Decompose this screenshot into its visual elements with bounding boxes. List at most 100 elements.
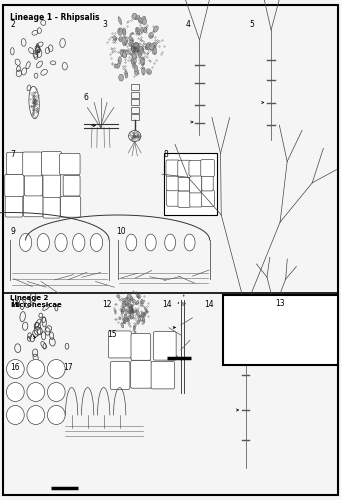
Ellipse shape: [135, 46, 138, 52]
FancyBboxPatch shape: [61, 196, 81, 217]
FancyBboxPatch shape: [166, 175, 179, 190]
Ellipse shape: [121, 50, 126, 57]
Text: Lineage 2
Micronesicae: Lineage 2 Micronesicae: [10, 295, 62, 308]
Ellipse shape: [135, 27, 140, 34]
FancyBboxPatch shape: [190, 190, 203, 207]
Ellipse shape: [141, 16, 146, 23]
Polygon shape: [73, 234, 85, 252]
FancyBboxPatch shape: [202, 190, 214, 206]
Ellipse shape: [129, 310, 132, 314]
Ellipse shape: [123, 318, 125, 321]
Ellipse shape: [132, 309, 134, 314]
FancyBboxPatch shape: [60, 154, 80, 175]
Ellipse shape: [125, 300, 128, 306]
FancyBboxPatch shape: [178, 174, 190, 191]
Ellipse shape: [117, 294, 120, 298]
Ellipse shape: [147, 44, 149, 50]
Ellipse shape: [131, 308, 133, 312]
FancyBboxPatch shape: [43, 174, 60, 198]
FancyBboxPatch shape: [189, 175, 202, 193]
Ellipse shape: [127, 302, 129, 306]
Ellipse shape: [123, 298, 125, 303]
Ellipse shape: [140, 57, 145, 66]
Polygon shape: [165, 234, 176, 251]
Ellipse shape: [122, 52, 127, 58]
Ellipse shape: [126, 318, 129, 322]
Ellipse shape: [135, 300, 139, 304]
Ellipse shape: [118, 28, 123, 36]
FancyBboxPatch shape: [63, 176, 80, 196]
FancyBboxPatch shape: [189, 160, 202, 176]
Ellipse shape: [47, 360, 65, 378]
Ellipse shape: [144, 312, 146, 316]
Ellipse shape: [119, 74, 124, 81]
Bar: [131, 106, 139, 112]
Ellipse shape: [47, 406, 65, 424]
Ellipse shape: [145, 307, 147, 312]
Ellipse shape: [151, 42, 156, 50]
Ellipse shape: [132, 64, 136, 68]
Ellipse shape: [121, 310, 124, 314]
Ellipse shape: [143, 318, 145, 322]
FancyBboxPatch shape: [110, 362, 130, 390]
Ellipse shape: [135, 69, 139, 75]
Ellipse shape: [121, 322, 124, 328]
Text: 5: 5: [249, 20, 254, 29]
Ellipse shape: [130, 310, 132, 313]
FancyBboxPatch shape: [25, 175, 42, 196]
Ellipse shape: [132, 54, 137, 60]
Ellipse shape: [124, 314, 127, 318]
Text: 10: 10: [116, 228, 125, 236]
Ellipse shape: [133, 326, 135, 330]
Ellipse shape: [117, 63, 120, 68]
Ellipse shape: [134, 44, 138, 51]
FancyBboxPatch shape: [178, 160, 191, 178]
Ellipse shape: [130, 296, 133, 300]
Ellipse shape: [142, 68, 145, 74]
FancyBboxPatch shape: [108, 331, 131, 358]
Ellipse shape: [129, 306, 131, 309]
FancyBboxPatch shape: [24, 195, 43, 216]
Ellipse shape: [129, 40, 133, 46]
Ellipse shape: [138, 18, 144, 24]
Ellipse shape: [135, 42, 139, 50]
Ellipse shape: [140, 27, 143, 32]
Ellipse shape: [138, 17, 143, 23]
Ellipse shape: [146, 42, 151, 50]
Ellipse shape: [153, 46, 156, 50]
Ellipse shape: [125, 73, 128, 78]
Text: 14: 14: [162, 300, 172, 309]
FancyBboxPatch shape: [167, 190, 180, 206]
Text: 14: 14: [205, 300, 214, 309]
Ellipse shape: [146, 69, 151, 74]
FancyBboxPatch shape: [166, 160, 180, 176]
Polygon shape: [126, 234, 137, 251]
Ellipse shape: [130, 309, 132, 312]
FancyBboxPatch shape: [153, 332, 176, 360]
Ellipse shape: [119, 316, 121, 320]
Text: 12: 12: [102, 300, 112, 309]
Ellipse shape: [27, 360, 45, 378]
Bar: [164, 152, 217, 215]
Ellipse shape: [129, 310, 132, 313]
FancyBboxPatch shape: [42, 152, 62, 175]
Ellipse shape: [138, 315, 140, 320]
Ellipse shape: [142, 313, 144, 318]
Polygon shape: [55, 234, 67, 252]
Ellipse shape: [149, 32, 153, 38]
Ellipse shape: [122, 36, 126, 46]
Ellipse shape: [123, 304, 126, 307]
Ellipse shape: [123, 320, 126, 324]
Ellipse shape: [47, 382, 65, 402]
Ellipse shape: [139, 46, 144, 54]
Ellipse shape: [139, 315, 141, 318]
Ellipse shape: [130, 304, 133, 308]
Ellipse shape: [136, 310, 139, 316]
Text: 13: 13: [275, 299, 284, 308]
Bar: [131, 84, 139, 90]
Text: 6: 6: [84, 92, 88, 102]
Polygon shape: [37, 234, 49, 252]
Ellipse shape: [122, 52, 127, 58]
Ellipse shape: [131, 58, 135, 66]
Ellipse shape: [129, 36, 134, 42]
